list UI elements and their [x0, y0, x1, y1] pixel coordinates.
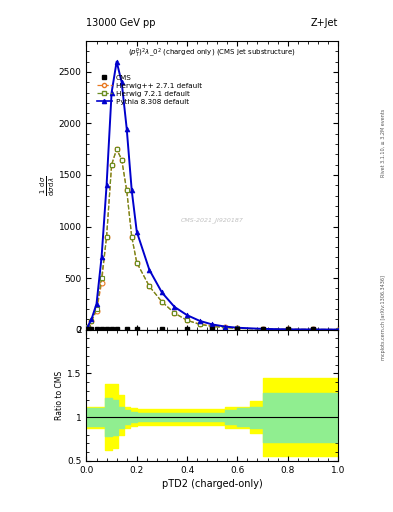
Y-axis label: Ratio to CMS: Ratio to CMS: [55, 371, 64, 420]
Text: CMS-2021_JI920187: CMS-2021_JI920187: [181, 217, 244, 223]
X-axis label: pTD2 (charged-only): pTD2 (charged-only): [162, 479, 263, 489]
Text: Rivet 3.1.10, ≥ 3.2M events: Rivet 3.1.10, ≥ 3.2M events: [381, 109, 386, 178]
Text: 13000 GeV pp: 13000 GeV pp: [86, 18, 156, 28]
Y-axis label: $\frac{1}{\mathrm{d}\sigma}\frac{\mathrm{d}\sigma}{\mathrm{d}\lambda}$: $\frac{1}{\mathrm{d}\sigma}\frac{\mathrm…: [39, 175, 57, 196]
Text: mcplots.cern.ch [arXiv:1306.3436]: mcplots.cern.ch [arXiv:1306.3436]: [381, 275, 386, 360]
Text: $(p_T^p)^2\lambda\_0^2$ (charged only) (CMS jet substructure): $(p_T^p)^2\lambda\_0^2$ (charged only) (…: [128, 47, 296, 60]
Legend: CMS, Herwig++ 2.7.1 default, Herwig 7.2.1 default, Pythia 8.308 default: CMS, Herwig++ 2.7.1 default, Herwig 7.2.…: [95, 73, 204, 106]
Text: Z+Jet: Z+Jet: [310, 18, 338, 28]
